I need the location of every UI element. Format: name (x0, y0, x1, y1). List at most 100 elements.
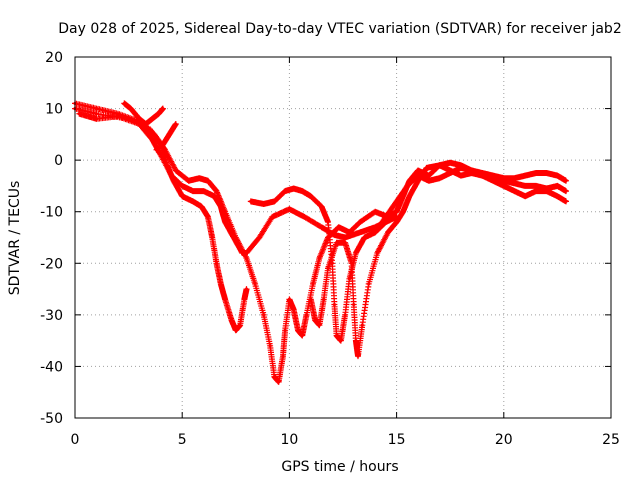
data-point (425, 166, 429, 170)
data-point (268, 344, 272, 348)
data-point (317, 256, 322, 260)
data-point (137, 117, 141, 121)
data-point (304, 313, 309, 317)
data-point (343, 235, 347, 240)
series-sat-track-6 (372, 164, 569, 236)
data-point (545, 186, 549, 191)
data-point (407, 194, 412, 198)
data-point (395, 199, 399, 203)
data-point (309, 297, 313, 301)
data-point (223, 297, 227, 301)
data-point (534, 189, 538, 193)
data-point (384, 215, 388, 219)
data-point (214, 261, 219, 265)
data-point (202, 189, 206, 193)
data-point (302, 215, 307, 219)
data-point (161, 106, 165, 111)
data-point (326, 266, 330, 271)
data-point (395, 210, 399, 214)
x-axis-label: GPS time / hours (281, 459, 398, 475)
y-axis-label: SDTVAR / TECUs (7, 181, 23, 296)
data-point (470, 168, 474, 173)
data-point (502, 184, 506, 188)
data-point (349, 261, 354, 265)
data-point (322, 297, 326, 301)
data-point (427, 174, 431, 178)
data-point (292, 308, 296, 312)
data-point (300, 189, 304, 193)
data-point (317, 323, 322, 327)
data-point (545, 171, 549, 175)
data-point (373, 210, 377, 214)
data-point (523, 194, 527, 198)
data-point (354, 251, 358, 255)
data-point (199, 204, 204, 209)
series-sat-track-2 (76, 110, 389, 256)
data-point (191, 189, 195, 193)
data-point (150, 137, 154, 142)
data-point (502, 179, 506, 183)
data-point (116, 112, 120, 116)
data-point (362, 235, 367, 240)
data-point (272, 375, 276, 379)
data-point (437, 176, 442, 180)
data-point (206, 179, 210, 183)
data-point (212, 194, 216, 198)
data-point (347, 230, 352, 234)
data-point (459, 174, 463, 178)
y-tick-label: -40 (40, 359, 63, 375)
data-point (512, 176, 517, 180)
data-point (238, 323, 242, 327)
data-point (262, 202, 266, 206)
data-point (169, 174, 174, 178)
y-tick-label: 20 (45, 50, 63, 66)
data-point (229, 318, 234, 322)
data-point (358, 220, 362, 224)
data-point (219, 282, 223, 286)
data-point (270, 215, 274, 219)
tick-labels: 0 5 10 15 20 25 -50 -40 -30 -20 -10 0 10 20 (40, 50, 620, 448)
data-point (174, 168, 178, 173)
data-point (373, 230, 377, 234)
y-tick-label: -20 (40, 256, 63, 272)
data-point (564, 179, 568, 183)
data-point (356, 354, 360, 358)
data-point (242, 297, 246, 301)
data-point (283, 328, 287, 332)
data-point (339, 339, 343, 343)
data-point (152, 132, 156, 136)
data-point (163, 148, 167, 152)
data-point (191, 199, 195, 203)
data-point (244, 287, 249, 291)
data-point (319, 225, 324, 229)
data-point (448, 171, 452, 175)
data-point (564, 199, 568, 203)
plot-frame (74, 56, 612, 419)
data-point (416, 174, 420, 178)
data-point (300, 333, 304, 338)
data-point (395, 220, 399, 224)
data-point (534, 171, 538, 175)
data-point (180, 194, 184, 198)
data-point (296, 328, 300, 332)
data-point (223, 220, 227, 224)
data-point (94, 106, 99, 111)
data-point (292, 186, 296, 191)
y-tick-label: -30 (40, 308, 63, 324)
data-point (448, 161, 452, 165)
data-point (249, 199, 253, 203)
plot-series (72, 100, 569, 385)
chart-title: Day 028 of 2025, Sidereal Day-to-day VTE… (58, 21, 621, 37)
data-point (360, 323, 364, 327)
data-point (523, 174, 527, 178)
data-point (491, 176, 495, 180)
x-tick-label: 25 (602, 432, 620, 448)
data-point (262, 313, 266, 317)
data-point (319, 204, 324, 209)
data-point (534, 184, 538, 188)
data-point (210, 235, 214, 240)
data-point (512, 181, 517, 185)
data-point (206, 215, 210, 219)
data-point (354, 339, 358, 343)
